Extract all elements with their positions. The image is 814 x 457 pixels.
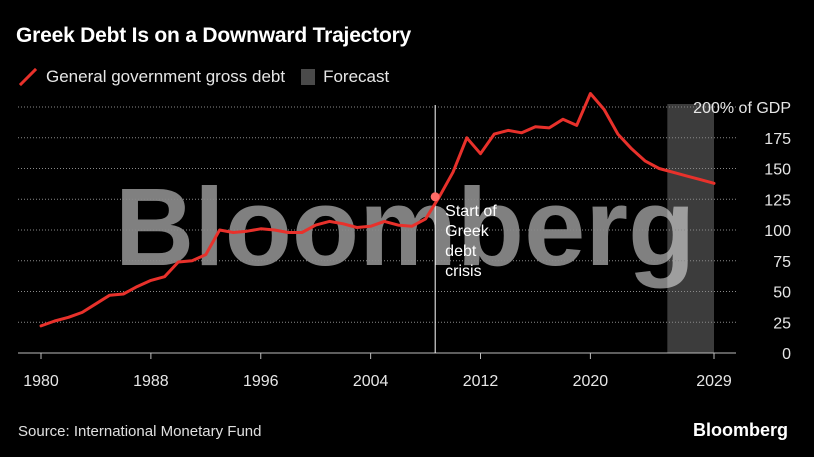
legend-series-label: General government gross debt [46,67,286,86]
legend-forecast-label: Forecast [323,67,390,86]
y-tick-label-200-of-gdp: 200% of GDP [693,100,791,117]
chart-title: Greek Debt Is on a Downward Trajectory [16,24,412,47]
grid [18,106,736,354]
forecast-band [667,104,714,353]
y-tick-label-50: 50 [773,285,791,302]
annotation-line-3: debt [445,243,477,260]
legend-forecast-swatch [301,69,316,85]
x-tick-label-2029: 2029 [696,373,732,390]
x-axis: 1980 1988 1996 2004 2012 2020 2029 [23,353,732,390]
x-tick-label-1980: 1980 [23,373,59,390]
crisis-marker-dot [430,192,440,202]
y-tick-label-0: 0 [782,346,791,363]
crisis-annotation: Start of Greek debt crisis [445,203,497,280]
x-tick-label-2004: 2004 [353,373,389,390]
x-tick-label-2020: 2020 [573,373,609,390]
brand-logo: Bloomberg [692,420,788,440]
x-tick-label-2012: 2012 [463,373,499,390]
y-tick-label-100: 100 [764,223,791,240]
series-line-general-government-gross-debt [39,92,716,328]
y-tick-label-125: 125 [764,192,791,209]
legend-line-swatch [18,67,38,87]
annotation-line-1: Start of [445,203,497,220]
y-tick-label-150: 150 [764,162,791,179]
x-tick-label-1988: 1988 [133,373,169,390]
annotation-line-2: Greek [445,223,490,240]
x-tick-label-1996: 1996 [243,373,279,390]
y-tick-label-25: 25 [773,315,791,332]
watermark: Bloomberg [115,166,696,289]
legend: General government gross debt Forecast [18,66,389,88]
source-note: Source: International Monetary Fund [18,423,262,440]
annotation-line-4: crisis [445,263,481,280]
y-tick-label-175: 175 [764,131,791,148]
y-axis: 0 25 50 75 100 125 150 175 200% of GDP [693,100,791,363]
y-tick-label-75: 75 [773,254,791,271]
